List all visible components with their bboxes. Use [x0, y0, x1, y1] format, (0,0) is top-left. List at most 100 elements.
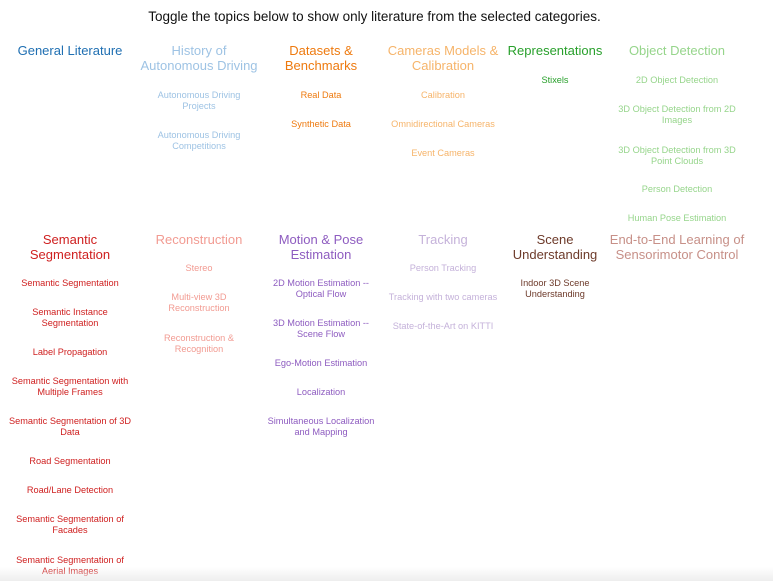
topic-title-line: Autonomous Driving [140, 58, 258, 73]
subtopic-label-line: Localization [296, 387, 346, 397]
subtopic-toggle[interactable]: Human Pose Estimation [607, 213, 747, 224]
subtopic-label-line: Stixels [541, 75, 569, 85]
subtopic-label-line: Label Propagation [32, 347, 108, 357]
topic-title-line: Reconstruction [155, 232, 243, 247]
subtopic-toggle[interactable]: Synthetic Data [251, 119, 391, 130]
subtopic-label-line: Point Clouds [650, 156, 704, 166]
subtopic-label-line: Semantic Segmentation [21, 278, 119, 288]
subtopic-toggle[interactable]: Semantic Segmentation [0, 278, 140, 289]
subtopic-label-line: Stereo [185, 263, 213, 273]
subtopic-toggle[interactable]: Ego-Motion Estimation [251, 358, 391, 369]
subtopic-toggle[interactable]: 2D Motion Estimation -- Optical Flow [251, 278, 391, 300]
subtopic-label-line: 3D Object Detection from 2D [618, 104, 736, 114]
instruction-text: Toggle the topics below to show only lit… [148, 9, 601, 24]
subtopic-label-line: Semantic Segmentation of [16, 555, 124, 565]
subtopic-toggle[interactable]: 3D Object Detection from 3D Point Clouds [607, 145, 747, 167]
subtopic-toggle[interactable]: Real Data [251, 90, 391, 101]
subtopic-label-line: 3D Object Detection from 3D [618, 145, 736, 155]
topic-title-line: End-to-End Learning of [609, 232, 745, 247]
topic-toggle-motion-pose[interactable]: Motion & Pose Estimation [246, 232, 396, 262]
subtopic-toggle[interactable]: Semantic Instance Segmentation [0, 307, 140, 329]
topic-title-line: History of [171, 43, 227, 58]
subtopic-label-line: Semantic Segmentation of [16, 514, 124, 524]
subtopic-label-line: Indoor 3D Scene [520, 278, 590, 288]
topic-title-line: Sensorimotor Control [615, 247, 739, 262]
subtopic-label-line: Real Data [300, 90, 342, 100]
topic-title-line: Tracking [418, 232, 468, 247]
subtopic-toggle[interactable]: Indoor 3D Scene Understanding [485, 278, 625, 300]
subtopic-label-line: Person Tracking [409, 263, 477, 273]
subtopic-toggle[interactable]: Stixels [485, 75, 625, 86]
subtopic-label-line: Calibration [421, 90, 465, 100]
topic-toggle-end-to-end[interactable]: End-to-End Learning of Sensorimotor Contr… [602, 232, 752, 262]
subtopic-label-line: Tracking with two cameras [388, 292, 498, 302]
subtopic-toggle[interactable]: Tracking with two cameras [373, 292, 513, 303]
topic-toggle-semantic-segmentation[interactable]: Semantic Segmentation [0, 232, 145, 262]
topic-title-line: General Literature [17, 43, 123, 58]
subtopic-toggle[interactable]: Label Propagation [0, 347, 140, 358]
subtopic-label-line: Simultaneous Localization [267, 416, 375, 426]
subtopic-label-line: Data [60, 427, 80, 437]
subtopic-label-line: Multiple Frames [37, 387, 103, 397]
subtopic-toggle[interactable]: Autonomous Driving Projects [129, 90, 269, 112]
subtopic-toggle[interactable]: Simultaneous Localization and Mapping [251, 416, 391, 438]
topic-title-line: Segmentation [29, 247, 111, 262]
subtopic-toggle[interactable]: Semantic Segmentation of 3D Data [0, 416, 140, 438]
subtopic-toggle[interactable]: 3D Motion Estimation -- Scene Flow [251, 318, 391, 340]
topic-title-line: Object Detection [628, 43, 726, 58]
subtopic-toggle[interactable]: Semantic Segmentation with Multiple Frame… [0, 376, 140, 398]
subtopic-label-line: Omnidirectional Cameras [391, 119, 495, 129]
topic-title-line: Motion & Pose [278, 232, 364, 247]
subtopic-label-line: Event Cameras [411, 148, 475, 158]
subtopic-toggle[interactable]: 3D Object Detection from 2D Images [607, 104, 747, 126]
subtopic-toggle[interactable]: Autonomous Driving Competitions [129, 130, 269, 152]
subtopic-toggle[interactable]: Reconstruction & Recognition [129, 333, 269, 355]
subtopic-toggle[interactable]: Multi-view 3D Reconstruction [129, 292, 269, 314]
topic-toggle-reconstruction[interactable]: Reconstruction [124, 232, 274, 247]
topic-title-line: Representations [507, 43, 603, 58]
subtopic-label-line: Autonomous Driving [157, 130, 241, 140]
subtopic-toggle[interactable]: State-of-the-Art on KITTI [373, 321, 513, 332]
subtopic-label-line: 3D Motion Estimation -- [273, 318, 369, 328]
subtopic-toggle[interactable]: Event Cameras [373, 148, 513, 159]
topic-toggle-representations[interactable]: Representations [480, 43, 630, 58]
subtopic-toggle[interactable]: Stereo [129, 263, 269, 274]
subtopic-label-line: Reconstruction [168, 303, 230, 313]
subtopic-label-line: Multi-view 3D [171, 292, 227, 302]
topic-toggle-cameras[interactable]: Cameras Models & Calibration [368, 43, 518, 73]
subtopic-toggle[interactable]: Omnidirectional Cameras [373, 119, 513, 130]
subtopic-label-line: Semantic Segmentation of 3D [8, 416, 132, 426]
subtopic-label-line: Facades [52, 525, 88, 535]
subtopic-label-line: Optical Flow [295, 289, 347, 299]
topic-title-line: Datasets & [289, 43, 353, 58]
subtopic-label-line: Recognition [174, 344, 224, 354]
subtopic-label-line: Images [661, 115, 693, 125]
subtopic-toggle[interactable]: Calibration [373, 90, 513, 101]
topic-title-line: Cameras Models & [387, 43, 499, 58]
subtopic-label-line: Segmentation [41, 318, 99, 328]
subtopic-toggle[interactable]: Localization [251, 387, 391, 398]
subtopic-toggle[interactable]: Person Tracking [373, 263, 513, 274]
topic-toggle-object-detection[interactable]: Object Detection [602, 43, 752, 58]
subtopic-label-line: Human Pose Estimation [627, 213, 727, 223]
topic-toggle-datasets[interactable]: Datasets & Benchmarks [246, 43, 396, 73]
subtopic-toggle[interactable]: Person Detection [607, 184, 747, 195]
subtopic-label-line: Understanding [525, 289, 585, 299]
topic-toggle-general[interactable]: General Literature [0, 43, 145, 58]
topic-toggle-scene-understanding[interactable]: Scene Understanding [480, 232, 630, 262]
topic-title-line: Estimation [290, 247, 352, 262]
topic-title-line: Understanding [512, 247, 598, 262]
topic-toggle-tracking[interactable]: Tracking [368, 232, 518, 247]
subtopic-label-line: Road Segmentation [29, 456, 111, 466]
subtopic-toggle[interactable]: Semantic Segmentation of Facades [0, 514, 140, 536]
subtopic-label-line: 2D Motion Estimation -- [273, 278, 369, 288]
topic-title-line: Semantic [42, 232, 98, 247]
subtopic-label-line: Scene Flow [296, 329, 345, 339]
subtopic-label-line: and Mapping [294, 427, 348, 437]
subtopic-label-line: Semantic Segmentation with [11, 376, 129, 386]
subtopic-toggle[interactable]: 2D Object Detection [607, 75, 747, 86]
subtopic-label-line: Reconstruction & [164, 333, 234, 343]
subtopic-toggle[interactable]: Road/Lane Detection [0, 485, 140, 496]
topic-toggle-history[interactable]: History of Autonomous Driving [124, 43, 274, 73]
subtopic-toggle[interactable]: Road Segmentation [0, 456, 140, 467]
